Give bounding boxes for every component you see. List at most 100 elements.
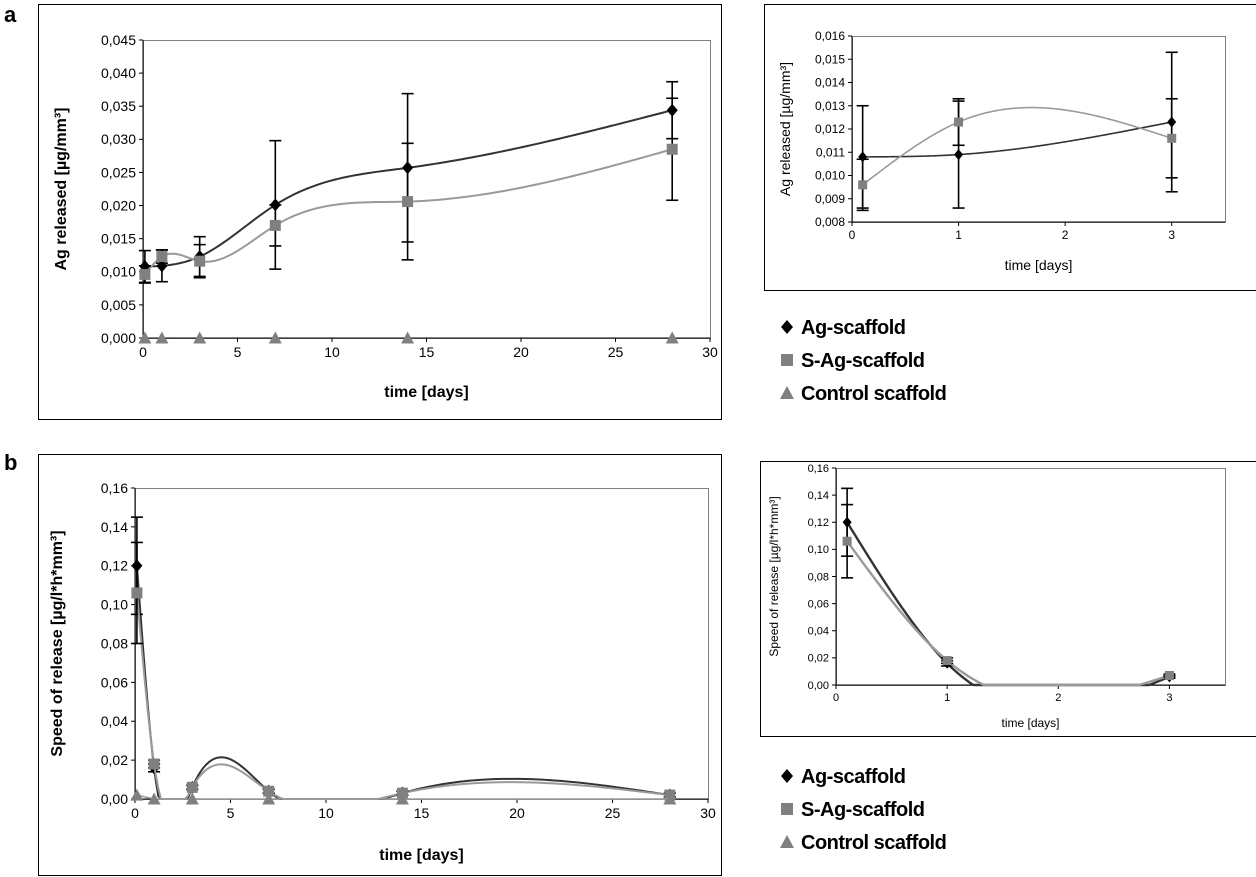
y-tick-label: 0,025 <box>101 164 136 180</box>
series-s-ag-scaffold <box>138 97 679 284</box>
x-tick-label: 15 <box>419 344 435 360</box>
y-tick-label: 0,16 <box>808 463 829 475</box>
y-tick-label: 0,016 <box>815 29 845 43</box>
y-tick-label: 0,000 <box>101 330 136 346</box>
data-point <box>156 251 168 263</box>
data-point <box>1164 671 1174 681</box>
x-tick-label: 3 <box>1166 692 1172 704</box>
legend-label: Control scaffold <box>801 383 946 405</box>
y-axis-title: Speed of release [µg/l*h*mm³] <box>49 530 66 756</box>
y-axis-title: Ag released [µg/mm³] <box>777 62 793 196</box>
series-control-scaffold <box>130 788 677 805</box>
y-tick-label: 0,020 <box>101 197 136 213</box>
y-tick-label: 0,014 <box>815 76 845 90</box>
y-tick-label: 0,10 <box>101 597 128 613</box>
data-point <box>130 788 144 801</box>
y-tick-label: 0,010 <box>815 169 845 183</box>
y-tick-label: 0,045 <box>101 32 136 48</box>
y-tick-label: 0,030 <box>101 131 136 147</box>
x-tick-label: 30 <box>702 344 718 360</box>
x-tick-label: 30 <box>700 805 716 821</box>
plot-area <box>135 488 709 800</box>
x-tick-label: 3 <box>1168 228 1175 242</box>
x-tick-label: 5 <box>234 344 242 360</box>
data-point <box>842 536 852 546</box>
data-point <box>942 656 952 666</box>
legend-label: Control scaffold <box>801 832 946 854</box>
legend-marker <box>781 803 793 815</box>
data-point <box>194 255 206 267</box>
y-tick-label: 0,00 <box>808 680 829 692</box>
plot-area <box>836 468 1226 686</box>
plot-area <box>143 40 711 339</box>
series-s-ag-scaffold <box>856 97 1178 212</box>
y-tick-label: 0,14 <box>101 519 128 535</box>
legend-marker <box>781 354 793 366</box>
y-tick-label: 0,12 <box>101 558 128 574</box>
x-tick-label: 20 <box>513 344 529 360</box>
data-point <box>269 219 281 231</box>
chart-b-inset: 0,00 0,02 0,04 0,06 0,08 0,10 0,12 0,14 0,16 0 1 2 3… <box>760 461 1256 737</box>
legend-panel-b: Ag-scaffold S-Ag-scaffold Control scaffold <box>780 766 947 854</box>
y-tick-label: 0,009 <box>815 192 845 206</box>
y-tick-label: 0,012 <box>815 122 845 136</box>
y-tick-label: 0,015 <box>815 52 845 66</box>
data-point <box>193 331 207 344</box>
data-point <box>131 587 143 599</box>
x-tick-label: 10 <box>324 344 340 360</box>
chart-a-main: 0,000 0,005 0,010 0,015 0,020 0,025 0,030 0,035… <box>38 4 722 420</box>
data-point <box>954 149 964 161</box>
y-tick-label: 0,00 <box>101 791 128 807</box>
data-point <box>148 758 160 770</box>
x-tick-label: 2 <box>1055 692 1061 704</box>
y-tick-label: 0,16 <box>101 480 128 496</box>
plot-area <box>852 36 1226 223</box>
legend-marker <box>780 386 794 399</box>
x-axis-title: time [days] <box>1005 257 1073 273</box>
y-tick-label: 0,040 <box>101 65 136 81</box>
y-tick-label: 0,005 <box>101 297 136 313</box>
x-tick-label: 1 <box>944 692 950 704</box>
data-point <box>402 196 414 208</box>
legend-marker <box>781 769 793 783</box>
x-tick-label: 5 <box>227 805 235 821</box>
x-axis-title: time [days] <box>379 847 463 864</box>
data-point <box>401 331 415 344</box>
y-tick-label: 0,008 <box>815 215 845 229</box>
y-tick-label: 0,04 <box>808 626 829 638</box>
data-point <box>665 331 679 344</box>
x-tick-label: 2 <box>1062 228 1069 242</box>
y-tick-label: 0,015 <box>101 231 136 247</box>
x-tick-label: 0 <box>849 228 856 242</box>
y-tick-label: 0,06 <box>101 674 128 690</box>
series-line <box>862 106 1172 186</box>
data-point <box>954 117 964 127</box>
y-tick-label: 0,013 <box>815 99 845 113</box>
y-axis-title: Speed of release [µg/l*h*mm³] <box>767 496 781 656</box>
y-tick-label: 0,035 <box>101 98 136 114</box>
x-tick-label: 0 <box>131 805 139 821</box>
x-tick-label: 1 <box>955 228 962 242</box>
data-point <box>395 792 409 805</box>
x-tick-label: 10 <box>318 805 334 821</box>
data-point <box>263 785 275 797</box>
legend-label: S-Ag-scaffold <box>801 350 925 372</box>
series-s-ag-scaffold <box>841 503 1176 687</box>
y-tick-label: 0,08 <box>101 635 128 651</box>
legend-marker <box>780 835 794 848</box>
x-axis-title: time [days] <box>384 384 468 401</box>
data-point <box>185 792 199 805</box>
y-tick-label: 0,02 <box>101 752 128 768</box>
data-point <box>858 180 868 190</box>
chart-a-inset: 0,008 0,009 0,010 0,011 0,012 0,013 0,014 0,015… <box>764 4 1256 291</box>
y-tick-label: 0,011 <box>816 145 845 159</box>
series-line <box>862 121 1172 158</box>
x-tick-label: 25 <box>605 805 621 821</box>
x-tick-label: 0 <box>139 344 147 360</box>
y-tick-label: 0,14 <box>808 490 829 502</box>
chart-b-main: 0,00 0,02 0,04 0,06 0,08 0,10 0,12 0,14 0,16 0 5 10… <box>38 454 722 876</box>
y-axis-title: Ag released [µg/mm³] <box>53 107 70 270</box>
legend-label: S-Ag-scaffold <box>801 799 925 821</box>
legend-panel-a: Ag-scaffold S-Ag-scaffold Control scaffold <box>780 317 947 405</box>
